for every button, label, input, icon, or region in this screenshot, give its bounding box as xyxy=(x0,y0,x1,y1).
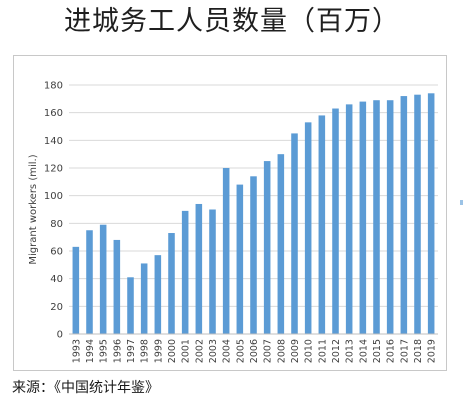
bar-2014 xyxy=(359,101,367,334)
x-tick-label: 1998 xyxy=(140,339,151,363)
bar-1997 xyxy=(127,277,134,334)
bar-1999 xyxy=(154,255,162,334)
bar-1995 xyxy=(99,224,107,334)
x-tick-label: 2010 xyxy=(304,339,315,363)
x-tick-label: 2013 xyxy=(345,339,356,363)
bar-2008 xyxy=(277,154,285,334)
chart-area: 0 20 40 60 80 100 120 140 160 180 1993 1994 1995 199… xyxy=(13,55,447,371)
bar-2009 xyxy=(291,133,298,334)
x-tick-label: 2019 xyxy=(427,339,438,363)
bar-2000 xyxy=(168,233,175,334)
bar-2019 xyxy=(427,93,435,334)
x-tick-label: 2015 xyxy=(372,339,383,363)
x-tick-label: 2001 xyxy=(181,339,192,363)
x-tick-label: 2000 xyxy=(167,339,178,363)
x-tick-label: 2002 xyxy=(194,339,205,363)
bar-1993 xyxy=(72,246,80,334)
x-tick-label: 2007 xyxy=(263,339,274,363)
source-note: 来源：《中国统计年鉴》 xyxy=(12,380,159,396)
bar-2011 xyxy=(318,115,326,334)
bar-2003 xyxy=(209,209,216,334)
bar-2007 xyxy=(263,161,271,334)
bars xyxy=(72,93,435,334)
y-axis-label: Migrant workers (mil.) xyxy=(28,154,39,264)
bar-2002 xyxy=(195,203,203,334)
x-axis-ticks: 1993 1994 1995 1996 1997 1998 1999 2000 2001 2002… xyxy=(71,339,437,363)
bar-2004 xyxy=(222,168,230,334)
y-tick-label: 120 xyxy=(44,164,63,175)
x-tick-label: 1994 xyxy=(85,339,96,363)
x-tick-label: 1997 xyxy=(126,339,137,363)
slide-title: 进城务工人员数量（百万） xyxy=(64,6,400,37)
bar-2013 xyxy=(345,104,353,334)
y-tick-label: 60 xyxy=(50,247,63,258)
edge-mark xyxy=(460,200,463,205)
x-tick-label: 1995 xyxy=(99,339,110,363)
bar-2010 xyxy=(304,122,312,334)
bar-1996 xyxy=(113,239,121,334)
y-tick-label: 160 xyxy=(44,108,63,119)
bar-2018 xyxy=(414,94,421,334)
bar-2012 xyxy=(332,108,339,334)
x-tick-label: 2006 xyxy=(249,339,260,363)
x-tick-label: 1993 xyxy=(71,339,82,363)
y-tick-label: 100 xyxy=(44,191,63,202)
x-tick-label: 2017 xyxy=(399,339,410,363)
bar-1998 xyxy=(140,263,148,334)
bar-2006 xyxy=(250,176,257,334)
x-tick-label: 2004 xyxy=(222,339,233,363)
bar-1994 xyxy=(86,230,93,334)
y-tick-label: 0 xyxy=(57,330,63,341)
bar-2015 xyxy=(373,100,380,334)
x-tick-label: 2012 xyxy=(331,339,342,363)
x-tick-label: 2018 xyxy=(413,339,424,363)
y-tick-label: 80 xyxy=(50,219,63,230)
x-tick-label: 2005 xyxy=(235,339,246,363)
y-tick-label: 140 xyxy=(44,136,63,147)
x-tick-label: 2003 xyxy=(208,339,219,363)
x-tick-label: 2011 xyxy=(317,339,328,363)
y-axis-ticks: 0 20 40 60 80 100 120 140 160 180 xyxy=(44,81,63,341)
bar-2017 xyxy=(400,96,408,334)
bar-2005 xyxy=(236,184,244,334)
x-tick-label: 2009 xyxy=(290,339,301,363)
bar-2001 xyxy=(181,210,189,334)
y-tick-label: 180 xyxy=(44,81,63,92)
y-tick-label: 20 xyxy=(50,302,63,313)
x-tick-label: 1999 xyxy=(153,339,164,363)
x-tick-label: 2016 xyxy=(386,339,397,363)
x-tick-label: 2008 xyxy=(276,339,287,363)
bar-2016 xyxy=(386,100,394,334)
y-tick-label: 40 xyxy=(50,274,63,285)
x-tick-label: 2014 xyxy=(358,339,369,363)
x-tick-label: 1996 xyxy=(112,339,123,363)
